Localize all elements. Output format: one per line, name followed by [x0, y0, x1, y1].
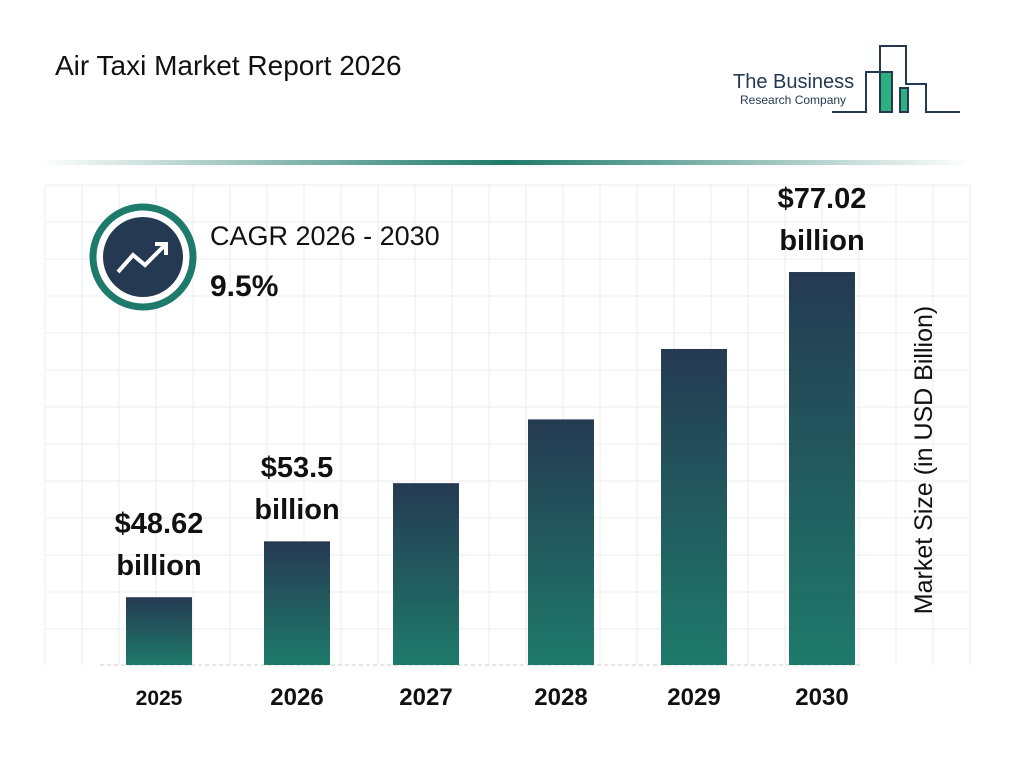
divider — [40, 160, 970, 165]
value-label: $48.62 billion — [114, 508, 204, 583]
x-tick-label: 2026 — [270, 684, 323, 711]
cagr-label: CAGR 2026 - 2030 — [210, 221, 440, 251]
bar — [393, 483, 459, 665]
x-tick-label: 2025 — [136, 687, 183, 710]
x-tick-label: 2030 — [795, 684, 848, 711]
x-tick-label: 2029 — [667, 684, 720, 711]
y-axis-label: Market Size (in USD Billion) — [910, 306, 938, 614]
bar — [264, 541, 330, 665]
cagr-arrow-head — [155, 242, 168, 255]
bar — [528, 419, 594, 665]
logo-line1: The Business — [733, 71, 854, 93]
value-label: $53.5 billion — [254, 452, 340, 527]
x-tick-label: 2028 — [534, 684, 587, 711]
bar — [789, 272, 855, 665]
value-label: $77.02 billion — [777, 183, 867, 258]
bar — [126, 597, 192, 665]
bar — [661, 348, 727, 665]
x-tick-label: 2027 — [399, 684, 452, 711]
logo-line2: Research Company — [740, 93, 846, 107]
cagr-arrow — [116, 243, 167, 274]
logo — [832, 45, 960, 113]
cagr-value: 9.5% — [210, 270, 278, 303]
chart-title: Air Taxi Market Report 2026 — [55, 50, 402, 81]
cagr-icon-inner — [103, 217, 183, 297]
